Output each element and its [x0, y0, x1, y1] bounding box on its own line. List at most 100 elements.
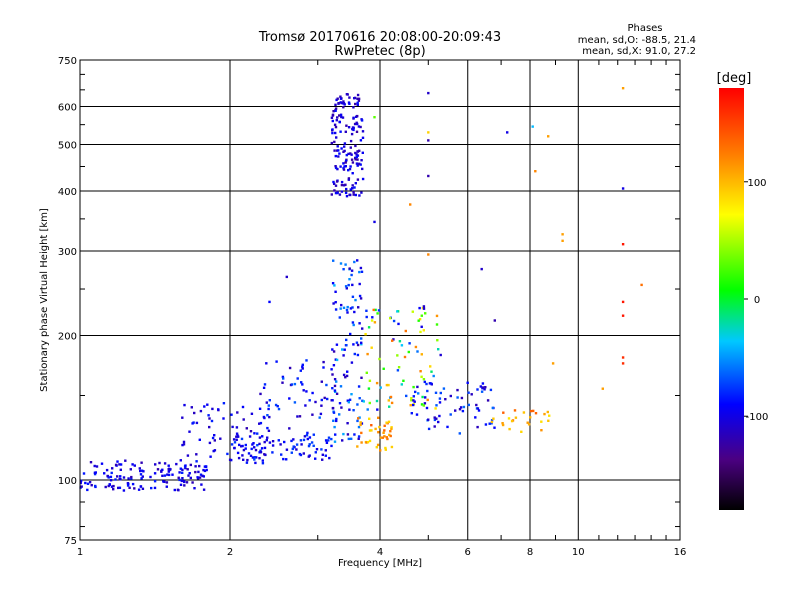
data-point	[355, 155, 358, 159]
data-point	[425, 382, 428, 386]
data-point	[300, 443, 303, 446]
data-point	[353, 122, 357, 126]
data-point	[418, 318, 422, 321]
data-point	[179, 467, 182, 470]
data-point	[139, 485, 143, 488]
data-point	[90, 484, 93, 487]
data-point	[142, 470, 145, 473]
data-point	[165, 485, 168, 488]
data-point	[423, 380, 426, 384]
data-point	[293, 382, 297, 386]
data-point	[418, 306, 421, 310]
data-point	[177, 476, 180, 479]
data-point	[352, 191, 355, 194]
y-tick-label: 100	[58, 476, 77, 487]
data-point	[333, 140, 336, 144]
data-point	[396, 310, 399, 313]
data-point	[460, 396, 464, 400]
data-point	[339, 307, 342, 310]
data-point	[361, 167, 364, 171]
data-point	[282, 377, 285, 380]
data-point	[331, 406, 335, 410]
data-point	[288, 366, 292, 370]
data-point	[350, 273, 353, 277]
data-point	[414, 390, 417, 394]
data-point	[180, 479, 183, 483]
data-point	[310, 441, 314, 444]
data-point	[355, 153, 358, 156]
data-point	[346, 399, 349, 402]
data-point	[111, 467, 114, 470]
data-point	[100, 462, 104, 465]
data-point	[339, 130, 342, 133]
data-point	[359, 423, 362, 427]
data-point	[474, 416, 477, 419]
data-point	[349, 152, 352, 155]
plot-frame	[79, 59, 681, 541]
data-point	[122, 476, 126, 479]
data-point	[226, 452, 229, 456]
data-point	[353, 310, 356, 314]
data-point	[265, 439, 268, 442]
data-point	[187, 474, 190, 477]
data-point	[513, 409, 517, 412]
data-point	[306, 431, 309, 435]
data-point	[358, 397, 361, 400]
data-point	[355, 341, 359, 344]
data-point	[351, 306, 354, 309]
data-point	[422, 378, 426, 381]
data-point	[208, 417, 211, 420]
data-point	[341, 116, 345, 119]
data-point	[330, 368, 333, 371]
y-tick-label: 750	[58, 56, 77, 67]
data-point	[268, 300, 271, 304]
data-point	[235, 426, 239, 429]
data-point	[178, 471, 181, 474]
data-point	[341, 348, 344, 351]
data-point	[196, 476, 199, 479]
data-point	[253, 446, 256, 449]
data-point	[241, 444, 244, 448]
data-point	[110, 485, 114, 488]
data-point	[356, 403, 359, 406]
data-point	[396, 369, 400, 372]
data-point	[228, 458, 232, 461]
data-point	[213, 439, 216, 442]
data-point	[181, 477, 184, 480]
data-point	[342, 167, 345, 170]
data-point	[203, 469, 207, 473]
data-point	[122, 489, 126, 492]
data-point	[389, 317, 392, 320]
data-point	[342, 102, 346, 105]
data-point	[194, 465, 197, 468]
data-point	[370, 319, 374, 322]
data-point	[230, 443, 234, 446]
data-point	[199, 409, 203, 413]
data-point	[300, 381, 303, 384]
data-point	[349, 193, 352, 197]
data-point	[186, 454, 190, 457]
data-point	[360, 441, 363, 444]
y-tick-label: 500	[58, 141, 77, 152]
colorbar	[719, 88, 744, 510]
data-point	[244, 447, 247, 450]
data-point	[330, 193, 333, 196]
data-point	[366, 352, 369, 356]
data-point	[481, 386, 485, 389]
data-point	[486, 399, 490, 402]
data-point	[343, 145, 346, 148]
data-point	[347, 437, 350, 441]
data-point	[351, 126, 355, 129]
data-point	[353, 433, 356, 436]
data-point	[305, 434, 309, 437]
data-point	[344, 285, 348, 288]
data-point	[195, 460, 198, 463]
data-point	[438, 397, 442, 400]
data-point	[181, 471, 184, 474]
data-point	[352, 193, 355, 196]
data-point	[420, 403, 424, 406]
data-point	[349, 139, 353, 143]
data-point	[324, 449, 327, 452]
axis-ticks: 1 2 4 6 8 10 16 75 100 200 300 400 500 600 750	[58, 56, 686, 558]
data-point	[361, 151, 364, 154]
